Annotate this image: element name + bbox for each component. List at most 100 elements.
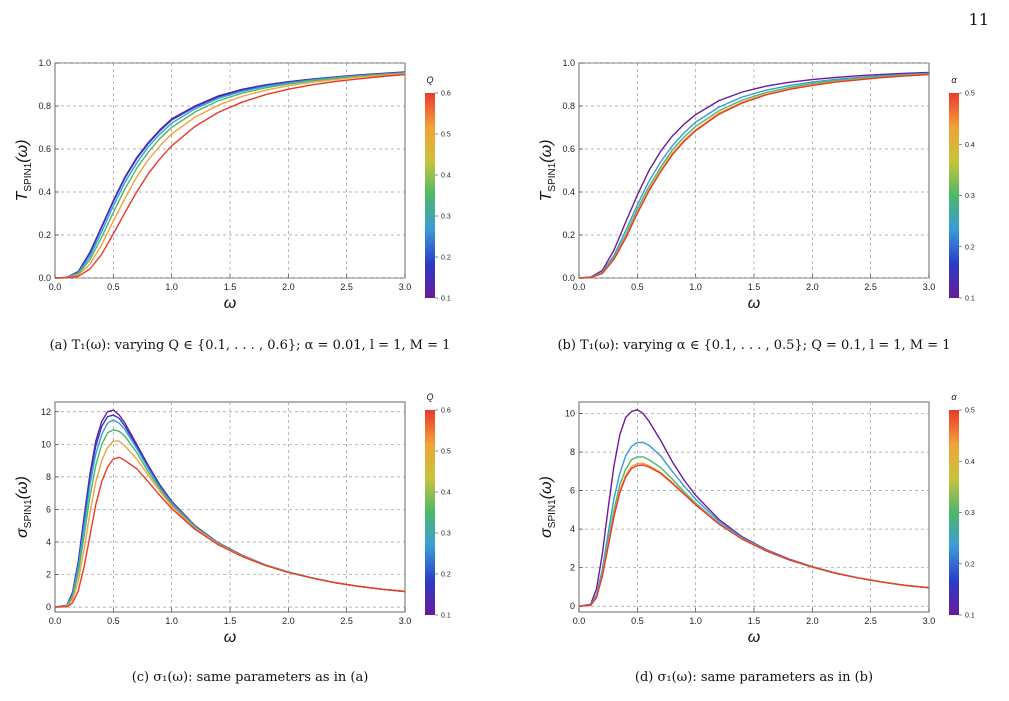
series-line-0-5 xyxy=(578,73,930,279)
colorbar-tick-label: 0.5 xyxy=(441,132,451,139)
y-tick-label: 12 xyxy=(41,407,51,417)
series-line-0-6 xyxy=(54,456,406,608)
x-axis-title: ω xyxy=(748,295,760,308)
x-tick-label: 1.0 xyxy=(165,282,178,292)
colorbar-tick-label: 0.6 xyxy=(441,408,451,415)
series-line-0-3 xyxy=(578,73,930,279)
series-line-0-3 xyxy=(54,72,406,279)
x-tick-label: 3.0 xyxy=(399,616,412,626)
x-tick-label: 2.5 xyxy=(864,282,877,292)
x-tick-label: 0.5 xyxy=(631,282,644,292)
y-tick-label: 0.6 xyxy=(38,144,51,154)
colorbar-tick-label: 0.4 xyxy=(441,173,451,180)
figure-panel-d: 0.0 0.5 1.0 1.5 2.0 2.5 3.0 0 2 4 6 8 10 ω σSPIN1(ω) α 0… xyxy=(504,390,1004,685)
x-tick-label: 2.0 xyxy=(806,282,819,292)
colorbar-tick-label: 0.3 xyxy=(441,214,451,221)
x-tick-label: 2.0 xyxy=(806,616,819,626)
series-line-0-5 xyxy=(578,464,930,607)
y-tick-label: 4 xyxy=(570,524,575,534)
colorbar-tick-label: 0.4 xyxy=(965,459,975,466)
y-tick-label: 10 xyxy=(565,409,575,419)
caption-b: (b) T₁(ω): varying α ∈ {0.1, . . . , 0.5… xyxy=(557,338,951,353)
colorbar xyxy=(949,410,959,615)
x-tick-label: 1.5 xyxy=(748,616,761,626)
y-tick-label: 0.8 xyxy=(562,101,575,111)
y-tick-label: 0.0 xyxy=(562,273,575,283)
colorbar-tick-label: 0.2 xyxy=(965,244,975,251)
caption-d: (d) σ₁(ω): same parameters as in (b) xyxy=(634,670,874,685)
y-tick-label: 0 xyxy=(46,602,51,612)
x-tick-label: 0.0 xyxy=(573,616,586,626)
y-tick-label: 0.2 xyxy=(562,230,575,240)
y-tick-label: 6 xyxy=(46,504,51,514)
colorbar xyxy=(425,93,435,298)
colorbar-tick-label: 0.1 xyxy=(965,613,975,620)
colorbar xyxy=(425,410,435,615)
x-tick-label: 3.0 xyxy=(923,616,936,626)
caption-a: (a) T₁(ω): varying Q ∈ {0.1, . . . , 0.6… xyxy=(49,338,451,353)
colorbar-tick-label: 0.1 xyxy=(965,296,975,303)
page-number: 11 xyxy=(968,10,989,29)
x-tick-label: 0.5 xyxy=(107,282,120,292)
x-tick-label: 1.0 xyxy=(689,616,702,626)
x-tick-label: 2.0 xyxy=(282,282,295,292)
x-tick-label: 0.0 xyxy=(573,282,586,292)
colorbar-tick-label: 0.4 xyxy=(965,142,975,149)
y-axis-title: σSPIN1(ω) xyxy=(538,476,558,538)
x-axis-title: ω xyxy=(224,295,236,308)
colorbar-title: Q xyxy=(426,392,433,402)
y-tick-label: 1.0 xyxy=(38,58,51,68)
x-tick-label: 1.0 xyxy=(165,616,178,626)
y-axis-title: TSPIN1(ω) xyxy=(538,140,558,202)
y-tick-label: 0.2 xyxy=(38,230,51,240)
plot-a: 0.0 0.5 1.0 1.5 2.0 2.5 3.0 0.0 0.2 0.4 0.6 0.8 1.0 ω… xyxy=(14,58,451,312)
y-tick-label: 2 xyxy=(46,570,51,580)
y-tick-label: 8 xyxy=(46,472,51,482)
series-line-0-1 xyxy=(578,71,930,279)
colorbar-tick-label: 0.5 xyxy=(965,408,975,415)
colorbar-tick-label: 0.2 xyxy=(441,572,451,579)
x-axis-title: ω xyxy=(224,629,236,646)
x-tick-label: 1.5 xyxy=(224,282,237,292)
colorbar-tick-label: 0.4 xyxy=(441,490,451,497)
colorbar-title: α xyxy=(951,75,957,85)
y-tick-label: 0.4 xyxy=(562,187,575,197)
x-tick-label: 3.0 xyxy=(923,282,936,292)
colorbar xyxy=(949,93,959,298)
x-tick-label: 1.0 xyxy=(689,282,702,292)
colorbar-tick-label: 0.3 xyxy=(965,510,975,517)
colorbar-tick-label: 0.3 xyxy=(965,193,975,200)
x-tick-label: 3.0 xyxy=(399,282,412,292)
colorbar-title: α xyxy=(951,392,957,402)
x-tick-label: 2.5 xyxy=(340,616,353,626)
colorbar-tick-label: 0.6 xyxy=(441,91,451,98)
colorbar-tick-label: 0.2 xyxy=(441,255,451,262)
y-tick-label: 0.8 xyxy=(38,101,51,111)
y-tick-label: 2 xyxy=(570,563,575,573)
y-tick-label: 8 xyxy=(570,447,575,457)
series-line-0-2 xyxy=(578,72,930,279)
x-tick-label: 0.0 xyxy=(49,616,62,626)
colorbar-tick-label: 0.1 xyxy=(441,613,451,620)
x-tick-label: 2.0 xyxy=(282,616,295,626)
x-tick-label: 0.5 xyxy=(631,616,644,626)
y-tick-label: 10 xyxy=(41,439,51,449)
caption-c: (c) σ₁(ω): same parameters as in (a) xyxy=(131,670,369,685)
x-tick-label: 1.5 xyxy=(748,282,761,292)
series-line-0-2 xyxy=(54,71,406,279)
y-tick-label: 6 xyxy=(570,486,575,496)
x-tick-label: 1.5 xyxy=(224,616,237,626)
y-tick-label: 1.0 xyxy=(562,58,575,68)
colorbar-tick-label: 0.3 xyxy=(441,531,451,538)
colorbar-tick-label: 0.5 xyxy=(441,449,451,456)
y-tick-label: 0 xyxy=(570,601,575,611)
y-tick-label: 0.4 xyxy=(38,187,51,197)
colorbar-tick-label: 0.5 xyxy=(965,91,975,98)
y-tick-label: 0.6 xyxy=(562,144,575,154)
series-line-0-4 xyxy=(54,72,406,279)
y-axis-title: TSPIN1(ω) xyxy=(14,140,34,202)
x-tick-label: 2.5 xyxy=(340,282,353,292)
figure-panel-c: 0.0 0.5 1.0 1.5 2.0 2.5 3.0 0 2 4 6 8 10 12 ω σSPIN1(ω)… xyxy=(0,390,500,685)
series-line-0-5 xyxy=(54,73,406,279)
figure-panel-a: 0.0 0.5 1.0 1.5 2.0 2.5 3.0 0.0 0.2 0.4 0.6 0.8 1.0 ω… xyxy=(0,48,500,353)
